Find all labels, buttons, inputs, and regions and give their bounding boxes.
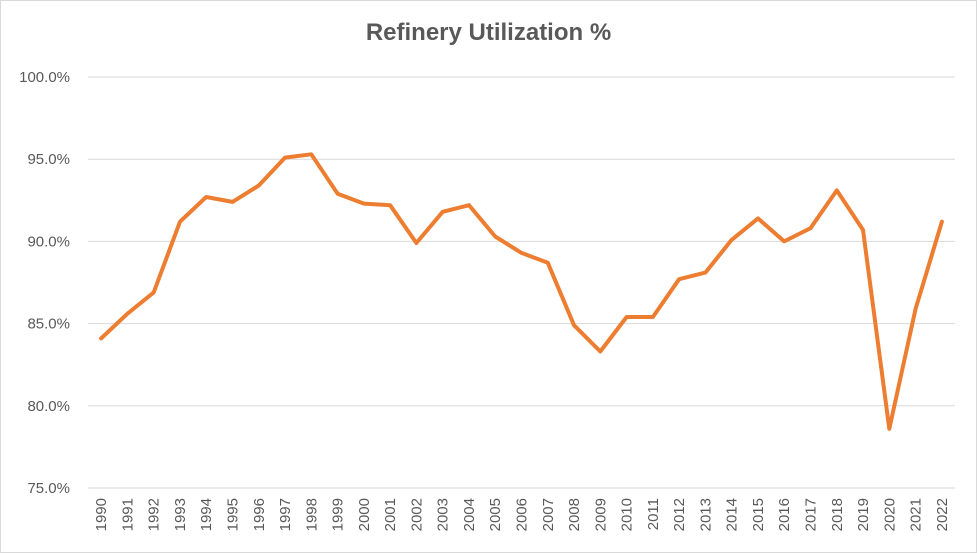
x-tick-label: 2021: [908, 498, 925, 531]
x-tick-label: 2008: [566, 498, 583, 531]
data-point: [467, 203, 471, 207]
x-tick-label: 2011: [645, 498, 662, 530]
gridlines: [88, 76, 955, 489]
y-tick-label: 95.0%: [27, 151, 70, 168]
y-tick-label: 75.0%: [27, 480, 70, 497]
y-tick-label: 100.0%: [19, 69, 70, 86]
series-group: [99, 152, 944, 431]
data-point: [362, 202, 366, 206]
x-tick-label: 2004: [461, 498, 478, 531]
x-tick-label: 2000: [356, 498, 373, 531]
x-tick-label: 2001: [382, 498, 399, 531]
x-tick-label: 1990: [93, 498, 110, 531]
data-point: [730, 238, 734, 242]
data-point: [493, 234, 497, 238]
data-point: [914, 307, 918, 311]
data-point: [782, 239, 786, 243]
y-tick-label: 80.0%: [27, 398, 70, 415]
data-point: [520, 251, 523, 255]
x-tick-label: 2009: [592, 498, 609, 531]
data-point: [309, 152, 313, 156]
data-point: [99, 336, 103, 340]
data-point: [257, 184, 261, 188]
x-tick-label: 1995: [225, 498, 242, 531]
data-point: [677, 277, 681, 281]
data-point: [598, 350, 602, 354]
data-point: [651, 315, 655, 319]
x-tick-label: 1999: [330, 498, 347, 531]
x-tick-label: 1998: [303, 498, 320, 531]
x-tick-label: 2016: [776, 498, 793, 531]
data-point: [388, 203, 392, 207]
data-point: [546, 261, 550, 265]
data-point: [887, 427, 891, 431]
data-point: [231, 200, 234, 204]
x-tick-label: 2018: [829, 498, 846, 531]
data-point: [756, 216, 760, 220]
x-tick-label: 2010: [619, 498, 636, 531]
data-point: [283, 156, 287, 160]
data-point: [336, 192, 340, 196]
chart-title: Refinery Utilization %: [365, 19, 612, 46]
x-tick-label: 1992: [146, 498, 163, 531]
x-tick-label: 2015: [750, 498, 767, 531]
y-axis: 75.0% 80.0% 85.0% 90.0% 95.0% 100.0%: [19, 69, 70, 497]
x-tick-label: 2007: [540, 498, 557, 531]
data-point: [178, 220, 182, 224]
data-point: [861, 228, 865, 232]
x-tick-label: 1991: [119, 498, 136, 531]
data-point: [572, 323, 576, 327]
data-point: [125, 312, 129, 316]
x-tick-label: 2005: [487, 498, 504, 531]
data-point: [835, 188, 839, 192]
data-point: [441, 210, 445, 214]
x-tick-label: 2014: [724, 498, 741, 531]
series-line: [99, 152, 944, 431]
x-tick-label: 1996: [251, 498, 268, 531]
x-tick-label: 1994: [198, 498, 215, 531]
x-tick-label: 2022: [934, 498, 951, 531]
data-point: [625, 315, 629, 319]
y-tick-label: 85.0%: [27, 316, 70, 333]
data-point: [414, 241, 418, 245]
x-tick-label: 2020: [881, 498, 898, 531]
data-point: [940, 220, 944, 224]
x-tick-label: 2019: [855, 498, 872, 531]
data-point: [703, 271, 707, 275]
y-tick-label: 90.0%: [27, 233, 70, 250]
data-point: [152, 290, 156, 294]
data-point: [204, 195, 208, 199]
x-tick-label: 2002: [408, 498, 425, 531]
x-tick-label: 2012: [671, 498, 688, 531]
x-tick-label: 2013: [697, 498, 714, 531]
data-point: [809, 226, 812, 230]
x-tick-label: 1993: [172, 498, 189, 531]
x-tick-label: 1997: [277, 498, 294, 531]
x-tick-label: 2003: [435, 498, 452, 531]
x-tick-label: 2017: [803, 498, 820, 531]
x-tick-label: 2006: [514, 498, 531, 531]
x-axis: 1990 1991 1992 1993 1994 1995 1996 1997 1998 1999…: [93, 498, 951, 531]
